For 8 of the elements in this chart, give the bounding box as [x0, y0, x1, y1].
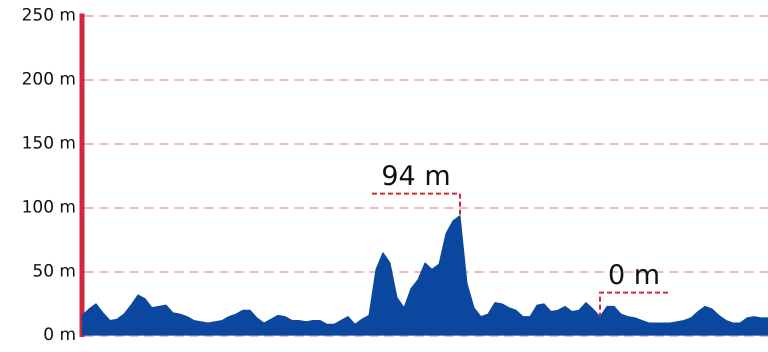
y-tick-label: 150 m: [22, 133, 76, 154]
y-tick-label: 200 m: [22, 70, 76, 90]
y-tick-label: 100 m: [22, 197, 76, 218]
y-tick-label: 0 m: [43, 325, 76, 346]
y-tick-label: 50 m: [32, 261, 76, 282]
annotation: 94 m: [381, 161, 451, 192]
annotation: 0 m: [608, 260, 660, 292]
y-tick-label: 250 m: [22, 6, 76, 26]
